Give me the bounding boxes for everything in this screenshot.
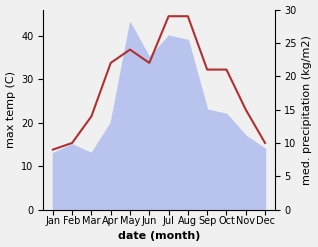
Y-axis label: med. precipitation (kg/m2): med. precipitation (kg/m2) (302, 35, 313, 185)
X-axis label: date (month): date (month) (118, 231, 200, 242)
Y-axis label: max temp (C): max temp (C) (5, 71, 16, 148)
